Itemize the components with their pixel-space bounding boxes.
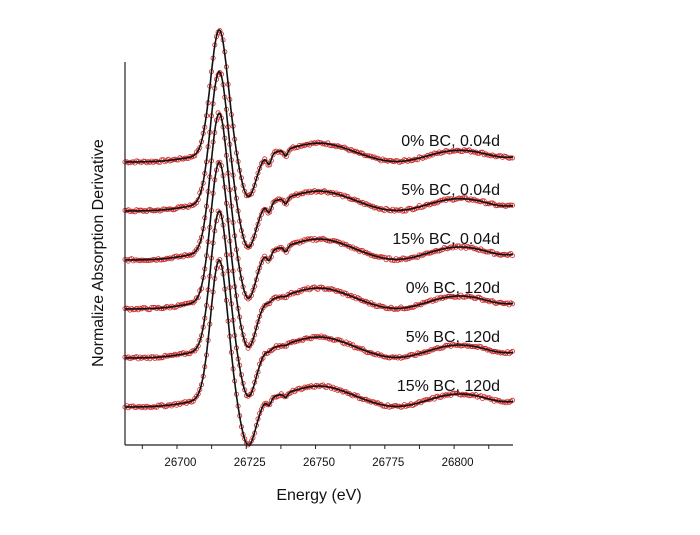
- series-trace: [122, 110, 515, 302]
- fit-line: [125, 28, 513, 198]
- data-point: [509, 253, 515, 259]
- fit-line: [124, 210, 514, 398]
- data-point: [195, 147, 201, 153]
- traces: [122, 28, 515, 448]
- plot-area: 0% BC, 0.04d 5% BC, 0.04d 15% BC, 0.04d 0% …: [122, 28, 515, 448]
- series-labels: 0% BC, 0.04d 5% BC, 0.04d 15% BC, 0.04d 0% …: [392, 133, 500, 395]
- data-point: [145, 307, 151, 313]
- data-point: [272, 394, 278, 400]
- series-label: 0% BC, 0.04d: [401, 133, 500, 150]
- fit-line: [124, 112, 514, 300]
- series-trace: [122, 159, 515, 351]
- series-trace: [122, 70, 515, 250]
- x-axis: 26700 26725 26750 26775 26800: [125, 444, 513, 469]
- data-point: [140, 305, 146, 311]
- series-label: 5% BC, 0.04d: [401, 182, 500, 199]
- data-point: [149, 304, 155, 310]
- data-point: [248, 241, 254, 247]
- x-axis-title: Energy (eV): [276, 487, 361, 504]
- data-point: [245, 393, 251, 399]
- data-point: [509, 397, 515, 403]
- x-tick-label: 26800: [442, 457, 474, 469]
- data-point: [169, 403, 175, 409]
- series-label: 15% BC, 120d: [397, 378, 500, 395]
- x-tick-label: 26700: [164, 457, 196, 469]
- series-trace: [122, 208, 515, 399]
- series-label: 0% BC, 120d: [406, 280, 500, 297]
- data-point: [150, 304, 156, 310]
- y-axis-title: Normalize Absorption Derivative: [90, 139, 107, 367]
- series-trace: [122, 28, 515, 199]
- data-point: [317, 284, 323, 290]
- series-label: 5% BC, 120d: [406, 329, 500, 346]
- data-point: [320, 382, 326, 388]
- data-point: [195, 391, 201, 397]
- x-tick-label: 26725: [234, 457, 266, 469]
- fit-line: [124, 161, 514, 349]
- x-tick-label: 26750: [303, 457, 335, 469]
- fit-line: [124, 259, 514, 447]
- data-point: [282, 295, 288, 301]
- series-label: 15% BC, 0.04d: [392, 231, 500, 248]
- x-ticks: 26700 26725 26750 26775 26800: [141, 445, 490, 469]
- x-tick-label: 26775: [372, 457, 404, 469]
- fit-line: [125, 70, 513, 249]
- data-point: [142, 405, 148, 411]
- data-point: [451, 294, 457, 300]
- data-point: [509, 348, 515, 354]
